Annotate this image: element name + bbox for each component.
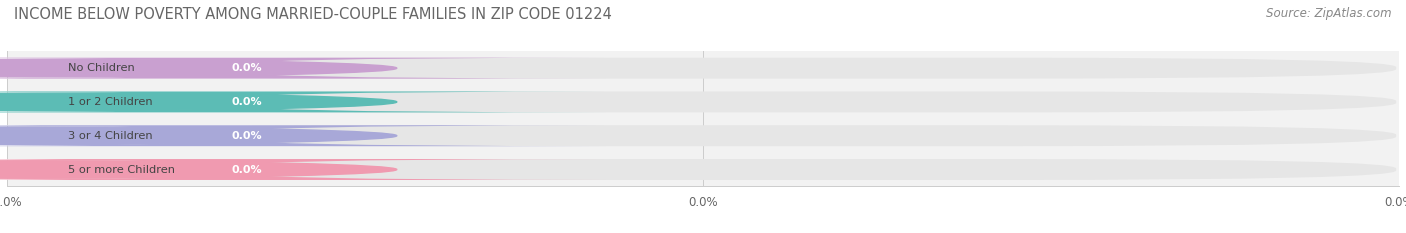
FancyBboxPatch shape xyxy=(0,92,606,112)
FancyBboxPatch shape xyxy=(10,125,1396,146)
FancyBboxPatch shape xyxy=(0,58,399,79)
FancyBboxPatch shape xyxy=(0,125,399,146)
FancyBboxPatch shape xyxy=(10,58,1396,79)
Text: 1 or 2 Children: 1 or 2 Children xyxy=(69,97,153,107)
FancyBboxPatch shape xyxy=(0,92,399,112)
FancyBboxPatch shape xyxy=(0,58,606,79)
Circle shape xyxy=(0,127,396,144)
Text: 0.0%: 0.0% xyxy=(231,63,262,73)
Text: Source: ZipAtlas.com: Source: ZipAtlas.com xyxy=(1267,7,1392,20)
Text: 3 or 4 Children: 3 or 4 Children xyxy=(69,131,153,141)
Text: 0.0%: 0.0% xyxy=(231,97,262,107)
Circle shape xyxy=(0,161,396,178)
Text: 5 or more Children: 5 or more Children xyxy=(69,164,176,175)
FancyBboxPatch shape xyxy=(0,159,606,180)
FancyBboxPatch shape xyxy=(0,125,606,146)
Circle shape xyxy=(0,59,396,77)
Text: INCOME BELOW POVERTY AMONG MARRIED-COUPLE FAMILIES IN ZIP CODE 01224: INCOME BELOW POVERTY AMONG MARRIED-COUPL… xyxy=(14,7,612,22)
Circle shape xyxy=(0,93,396,111)
Text: 0.0%: 0.0% xyxy=(231,164,262,175)
FancyBboxPatch shape xyxy=(10,159,1396,180)
Text: No Children: No Children xyxy=(69,63,135,73)
FancyBboxPatch shape xyxy=(0,159,399,180)
Text: 0.0%: 0.0% xyxy=(231,131,262,141)
FancyBboxPatch shape xyxy=(10,92,1396,112)
